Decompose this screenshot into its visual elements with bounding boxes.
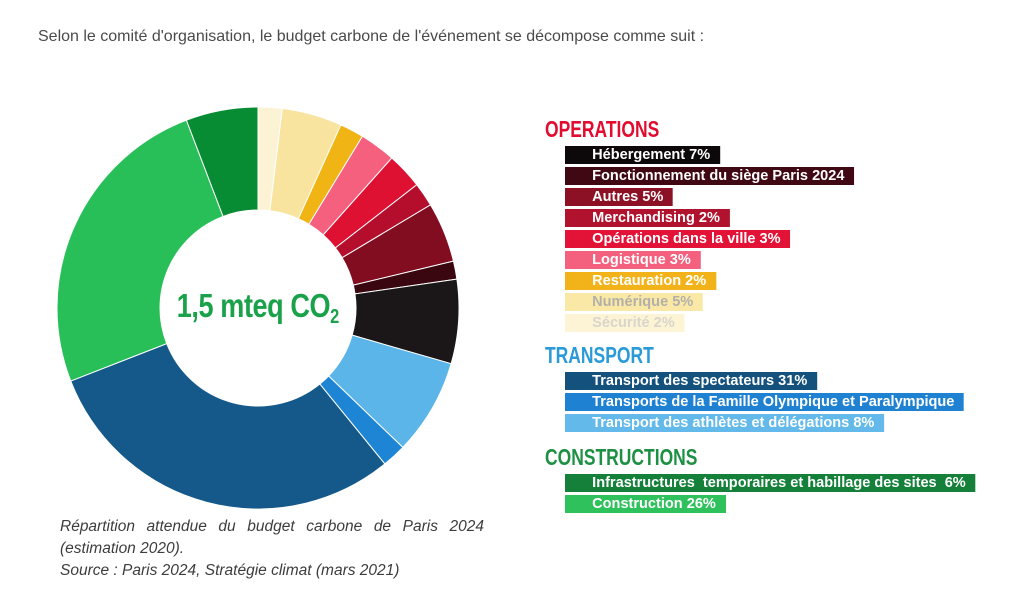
intro-text: Selon le comité d'organisation, le budge… bbox=[38, 28, 705, 45]
legend-item-restauration: Restauration 2% bbox=[565, 272, 716, 290]
legend-item-hebergement: Hébergement 7% bbox=[565, 146, 720, 164]
legend-group-operations: Hébergement 7% Fonctionnement du siège P… bbox=[565, 146, 1020, 332]
legend-item-label: Construction 26% bbox=[592, 495, 716, 512]
legend-heading-constructions: CONSTRUCTIONS bbox=[545, 444, 698, 470]
legend-item-label: Infrastructures temporaires et habillage… bbox=[592, 474, 966, 491]
legend-heading-operations: OPERATIONS bbox=[545, 116, 660, 142]
legend-item-logistique: Logistique 3% bbox=[565, 251, 701, 269]
legend-heading-transport: TRANSPORT bbox=[545, 342, 654, 368]
legend-item-transport-famille: Transports de la Famille Olympique et Pa… bbox=[565, 393, 965, 411]
legend-item-construction: Construction 26% bbox=[565, 495, 726, 513]
legend-item-label: Numérique 5% bbox=[592, 293, 694, 310]
chart-caption: Répartition attendue du budget carbone d… bbox=[60, 516, 484, 582]
legend-item-fonctionnement-siege: Fonctionnement du siège Paris 2024 bbox=[565, 167, 855, 185]
donut-slice-construction bbox=[56, 119, 224, 382]
legend-item-label: Opérations dans la ville 3% bbox=[592, 230, 781, 247]
legend-item-infrastructures: Infrastructures temporaires et habillage… bbox=[565, 474, 976, 492]
legend: OPERATIONS Hébergement 7% Fonctionnement… bbox=[545, 117, 1020, 516]
legend-item-label: Transport des spectateurs 31% bbox=[592, 372, 808, 389]
legend-item-label: Merchandising 2% bbox=[592, 209, 720, 226]
legend-item-merchandising: Merchandising 2% bbox=[565, 209, 730, 227]
legend-item-label: Restauration 2% bbox=[592, 272, 707, 289]
caption-source: Source : Paris 2024, Stratégie climat (m… bbox=[60, 562, 400, 579]
legend-item-label: Logistique 3% bbox=[592, 251, 691, 268]
legend-item-transport-spectateurs: Transport des spectateurs 31% bbox=[565, 372, 817, 390]
donut-chart-area: 1,5 mteq CO2 bbox=[53, 103, 463, 513]
donut-slice-infrastructures bbox=[185, 106, 259, 218]
caption-description: Répartition attendue du budget carbone d… bbox=[60, 518, 484, 557]
legend-group-transport: Transport des spectateurs 31% Transports… bbox=[565, 372, 1020, 432]
legend-item-label: Hébergement 7% bbox=[592, 146, 711, 163]
legend-item-securite: Sécurité 2% bbox=[565, 314, 685, 332]
legend-item-label: Sécurité 2% bbox=[592, 314, 675, 331]
legend-item-label: Autres 5% bbox=[592, 188, 664, 205]
legend-item-numerique: Numérique 5% bbox=[565, 293, 703, 311]
legend-item-label: Transports de la Famille Olympique et Pa… bbox=[592, 393, 955, 410]
legend-item-autres: Autres 5% bbox=[565, 188, 674, 206]
legend-item-operations-ville: Opérations dans la ville 3% bbox=[565, 230, 791, 248]
legend-group-constructions: Infrastructures temporaires et habillage… bbox=[565, 474, 1020, 513]
legend-item-label: Transport des athlètes et délégations 8% bbox=[592, 414, 875, 431]
legend-item-label: Fonctionnement du siège Paris 2024 bbox=[592, 167, 845, 184]
donut-slice-transport-spectateurs bbox=[70, 342, 386, 510]
donut-chart bbox=[56, 106, 460, 510]
legend-item-transport-athletes: Transport des athlètes et délégations 8% bbox=[565, 414, 885, 432]
